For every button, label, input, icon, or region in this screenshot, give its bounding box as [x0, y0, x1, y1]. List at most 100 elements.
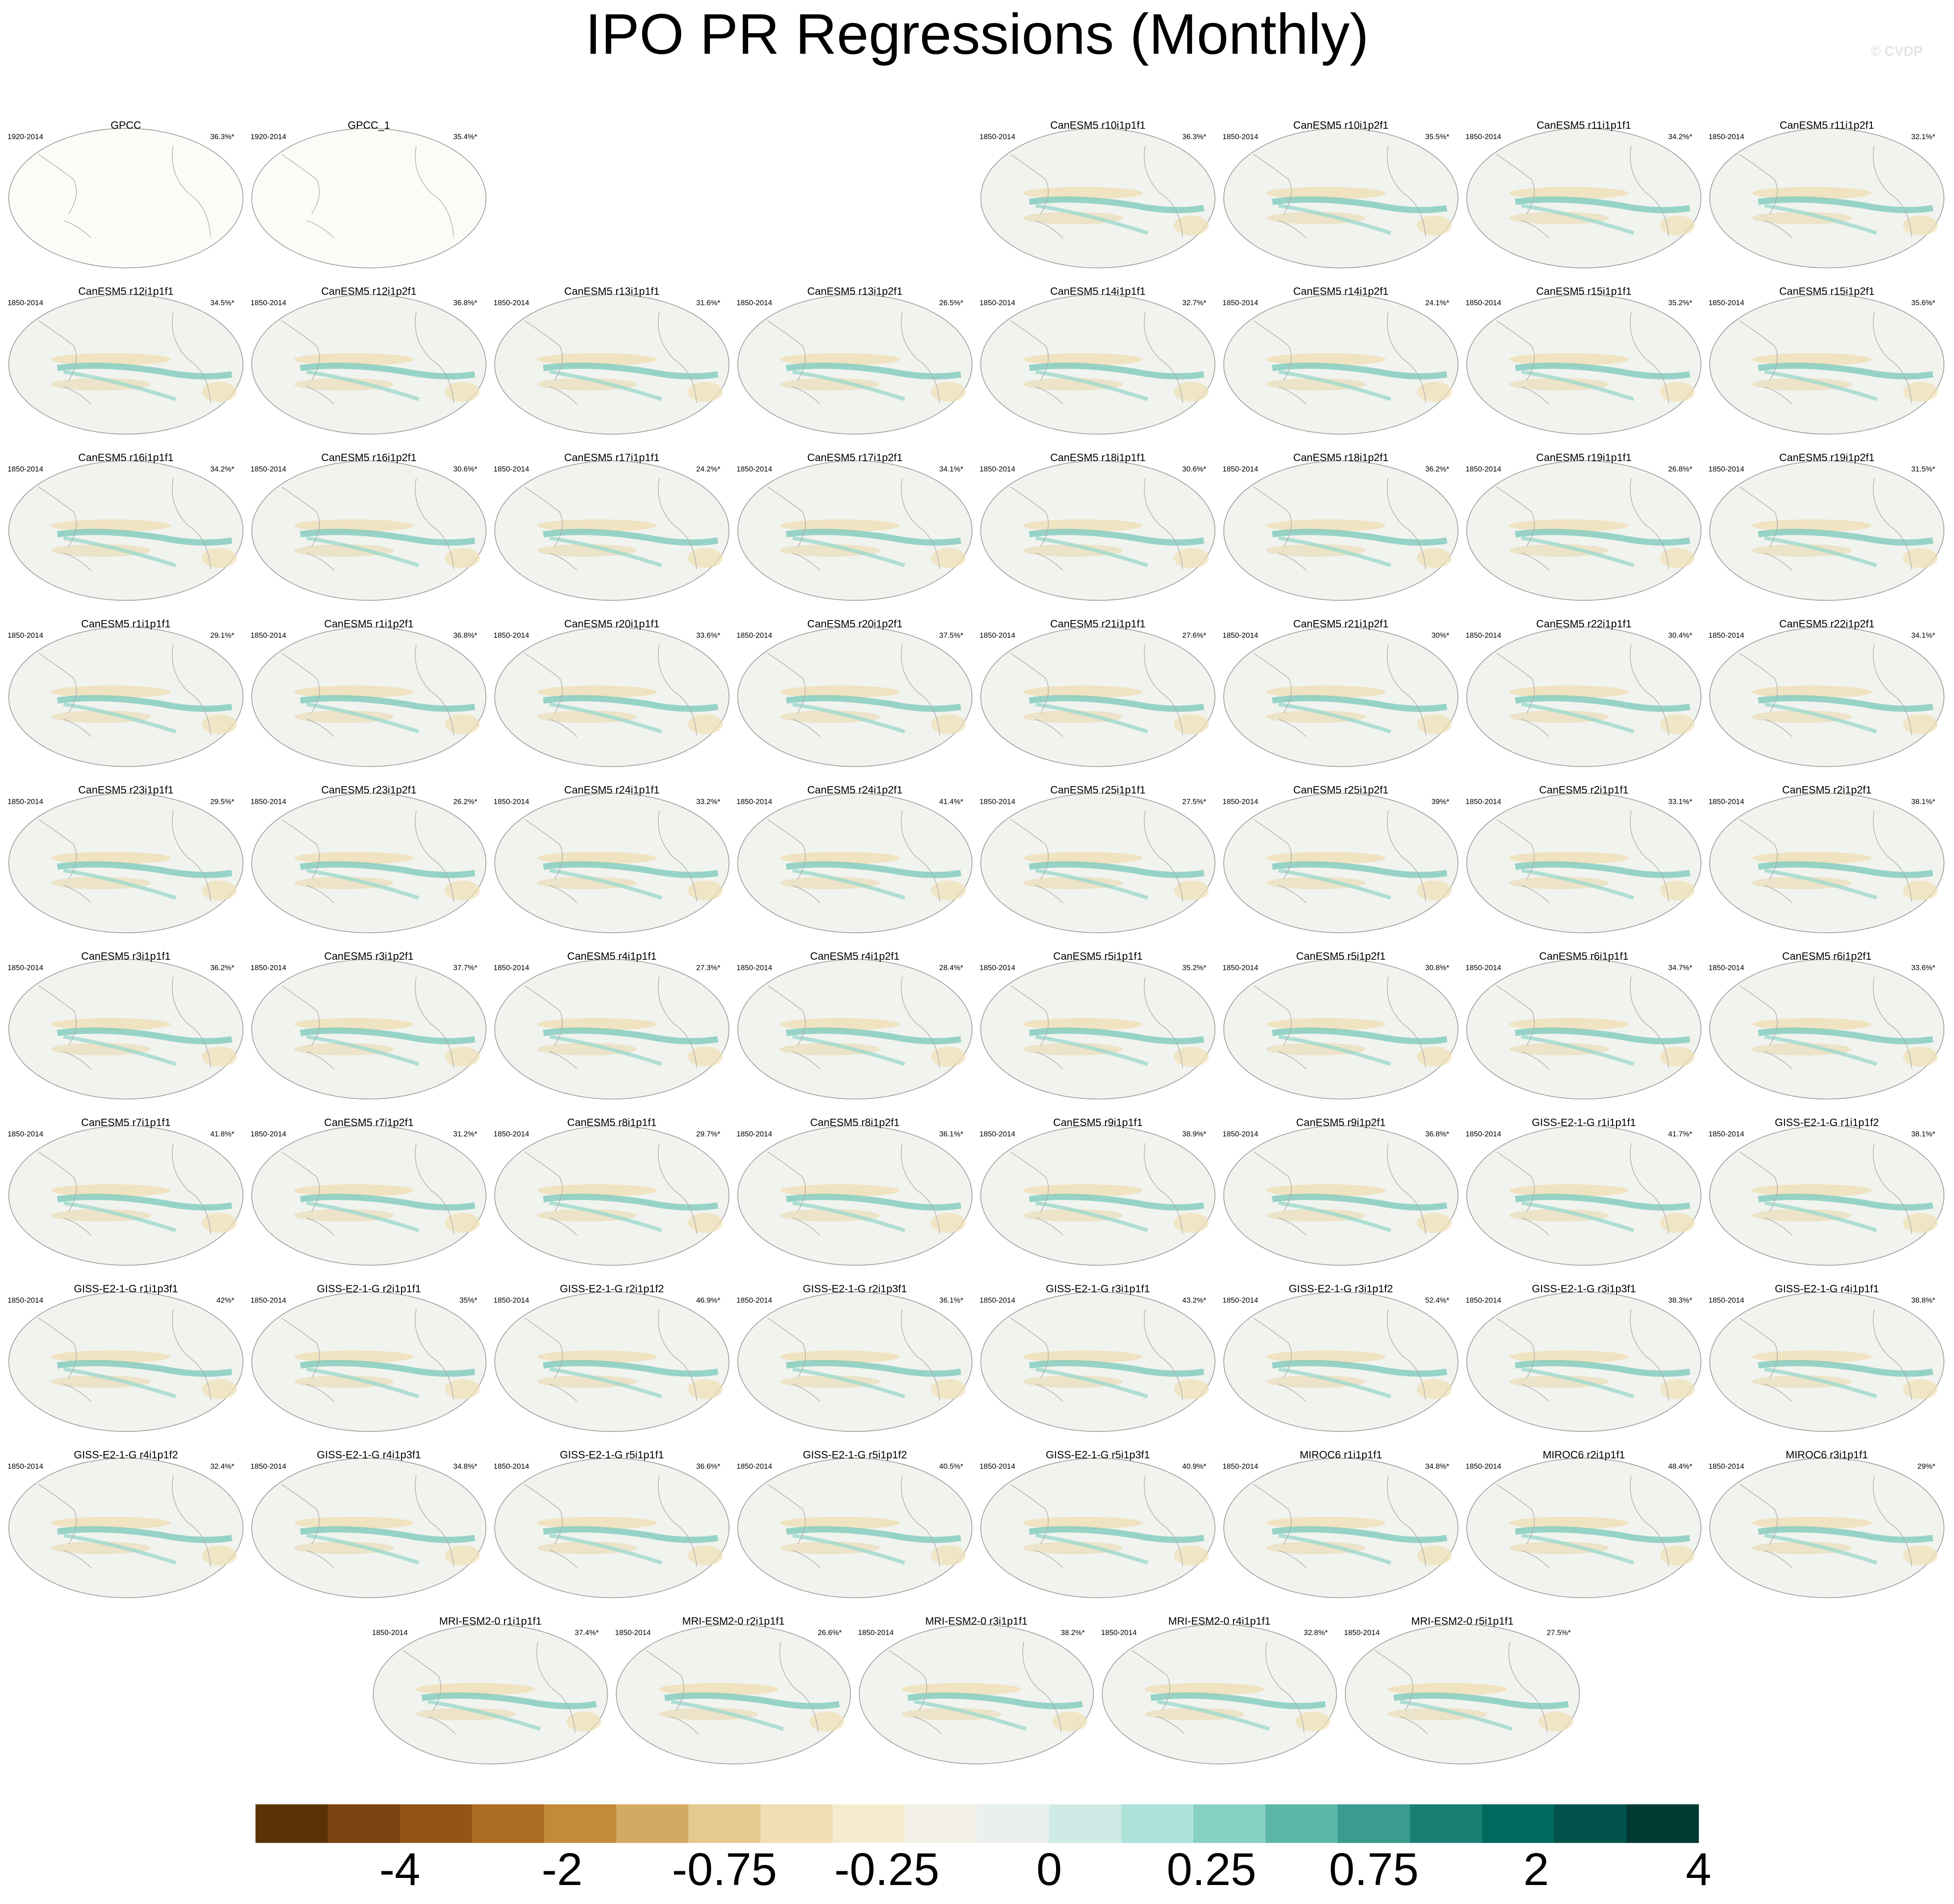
pattern: [1764, 1367, 1878, 1399]
panel-percent: 29.5%*: [210, 797, 235, 806]
panel-percent: 31.2%*: [453, 1130, 477, 1138]
map-panel: CanESM5 r19i1p1f1 1850-2014 26.8%*: [1466, 452, 1702, 601]
coastline: [1253, 977, 1426, 1070]
panel-title: MRI-ESM2-0 r2i1p1f1: [682, 1616, 785, 1628]
pattern: [780, 877, 880, 890]
coastline: [281, 1309, 454, 1402]
figure-title: IPO PR Regressions (Monthly): [585, 2, 1369, 66]
pattern: [1660, 1379, 1695, 1399]
pattern: [57, 1193, 232, 1211]
pattern: [1272, 695, 1447, 712]
panel-percent: 36.8%*: [453, 631, 477, 640]
panel-percent: 35%*: [459, 1296, 477, 1304]
pattern: [786, 695, 962, 712]
panel-title: CanESM5 r10i1p2f1: [1293, 119, 1389, 131]
coastline: [1496, 145, 1669, 238]
pattern: [1416, 1046, 1452, 1067]
pattern: [294, 1541, 394, 1554]
colorbar-tick-label: 0.25: [1166, 1844, 1256, 1895]
pattern: [306, 1035, 420, 1066]
pattern: [57, 529, 232, 546]
pattern: [294, 1184, 414, 1197]
pattern: [780, 1184, 900, 1197]
panel-percent: 24.2%*: [696, 465, 720, 473]
pattern: [294, 852, 414, 864]
pattern: [1023, 1375, 1123, 1388]
panel-title: CanESM5 r16i1p1f1: [78, 452, 174, 464]
pattern: [1752, 1209, 1852, 1222]
panel-period: 1850-2014: [250, 465, 286, 473]
panel-period: 1850-2014: [736, 1296, 772, 1304]
map-globe: [251, 128, 487, 269]
coastline: [1010, 1143, 1183, 1236]
coastline: [524, 312, 697, 405]
pattern: [1278, 868, 1391, 900]
coastline: [524, 977, 697, 1070]
coastline: [1496, 1309, 1669, 1402]
pattern: [688, 548, 723, 568]
pattern: [1029, 695, 1204, 712]
pattern: [1515, 1360, 1690, 1377]
pattern: [931, 1213, 966, 1233]
pattern: [786, 861, 962, 878]
pattern: [1023, 187, 1143, 200]
pattern: [537, 1350, 657, 1363]
panel-period: 1920-2014: [8, 132, 43, 141]
coastline: [1253, 1475, 1426, 1568]
panel-title: MIROC6 r1i1p1f1: [1300, 1449, 1382, 1461]
map-panel: CanESM5 r4i1p2f1 1850-2014 28.4%*: [736, 950, 973, 1100]
panel-title: CanESM5 r17i1p2f1: [807, 452, 903, 464]
panel-period: 1850-2014: [250, 299, 286, 307]
pattern: [294, 1375, 394, 1388]
pattern: [1509, 187, 1629, 200]
pattern: [294, 353, 414, 366]
colorbar-box: [1049, 1804, 1122, 1843]
coastline: [1739, 145, 1912, 238]
panel-percent: 32.1%*: [1911, 132, 1935, 141]
pattern: [1174, 382, 1209, 402]
pattern: [1660, 1213, 1695, 1233]
pattern: [57, 362, 232, 380]
pattern: [63, 1201, 177, 1232]
coastline: [767, 1475, 940, 1568]
pattern: [1029, 1193, 1204, 1211]
pattern: [306, 868, 420, 900]
pattern: [202, 1379, 237, 1399]
pattern: [1538, 1711, 1574, 1732]
pattern: [306, 1533, 420, 1565]
pattern: [537, 877, 637, 890]
pattern: [1509, 519, 1629, 532]
panel-title: CanESM5 r22i1p2f1: [1779, 618, 1874, 630]
pattern: [445, 1213, 480, 1233]
colorbar-tick-label: 4: [1686, 1844, 1712, 1895]
pattern: [306, 536, 420, 568]
map-panel: GISS-E2-1-G r3i1p1f2 1850-2014 52.4%*: [1223, 1283, 1458, 1432]
colorbar-box: [1410, 1804, 1483, 1843]
panel-percent: 41.7%*: [1668, 1130, 1693, 1138]
pattern: [51, 378, 151, 391]
panel-title: CanESM5 r9i1p2f1: [1296, 1117, 1386, 1128]
pattern: [57, 695, 232, 712]
pattern: [537, 544, 637, 557]
panel-title: CanESM5 r12i1p2f1: [321, 286, 417, 298]
pattern: [1416, 714, 1452, 734]
pattern: [445, 714, 480, 734]
pattern: [1023, 1043, 1123, 1056]
panel-percent: 33.6%*: [696, 631, 720, 640]
pattern: [294, 710, 394, 723]
panel-period: 1850-2014: [980, 631, 1015, 640]
map-panel: CanESM5 r16i1p1f1 1850-2014 34.2%*: [8, 452, 244, 601]
pattern: [931, 548, 966, 568]
pattern: [1416, 216, 1452, 236]
panel-period: 1850-2014: [615, 1628, 651, 1637]
panel-period: 1850-2014: [1223, 964, 1258, 972]
panel-period: 1850-2014: [1223, 797, 1258, 806]
panel-percent: 33.1%*: [1668, 797, 1693, 806]
panel-percent: 32.7%*: [1182, 299, 1207, 307]
pattern: [1515, 861, 1690, 878]
panel-period: 1850-2014: [250, 797, 286, 806]
panel-period: 1850-2014: [1708, 465, 1744, 473]
panel-title: CanESM5 r16i1p2f1: [321, 452, 417, 464]
pattern: [1757, 861, 1934, 878]
coastline: [281, 644, 454, 737]
